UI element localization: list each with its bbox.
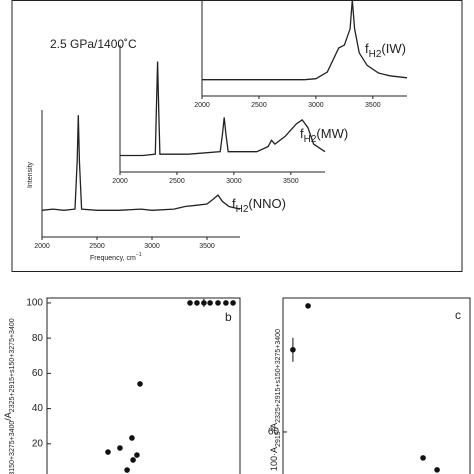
x-tick-label: 3500 xyxy=(199,243,215,250)
panel-frame xyxy=(11,0,463,272)
point xyxy=(130,457,136,463)
x-tick-label: 2500 xyxy=(169,178,185,185)
label-f: f xyxy=(232,196,236,211)
y-tick-label: 20 xyxy=(32,438,44,449)
label-text: /A xyxy=(269,423,279,432)
point xyxy=(290,346,296,353)
point xyxy=(194,300,200,306)
panel-title: 2.5 GPa/1400˚C xyxy=(50,37,137,51)
x-tick-label: 3000 xyxy=(226,178,242,185)
point xyxy=(215,300,221,306)
plot-frame-b xyxy=(46,297,241,474)
x-tick-label: 2000 xyxy=(194,102,210,109)
label-suffix: (MW) xyxy=(316,126,348,141)
point xyxy=(201,300,207,306)
x-label-sup: −1 xyxy=(136,252,142,258)
x-tick-label: 2000 xyxy=(112,178,128,185)
x-label-text: Frequency, cm xyxy=(90,255,136,262)
point xyxy=(187,300,193,306)
label-suffix: (IW) xyxy=(381,41,406,56)
y-tick-label: 80 xyxy=(32,333,44,344)
panel-letter: b xyxy=(225,310,232,324)
point xyxy=(223,300,229,306)
y-tick-label: 60 xyxy=(32,368,44,379)
label-sub: 2325+2915+s150+3275+3400 xyxy=(275,329,282,423)
x-tick-label: 3000 xyxy=(308,102,324,109)
panel-letter: c xyxy=(455,308,461,322)
x-tick-label: 3000 xyxy=(144,243,160,250)
point xyxy=(105,449,111,455)
point xyxy=(434,467,440,473)
label-sub: H2 xyxy=(369,49,382,60)
y-tick-label: 40 xyxy=(32,403,44,414)
point xyxy=(134,452,140,458)
y-axis-label: 100·A2915/A2325+2915+s150+3275+3400 xyxy=(269,329,281,471)
label-suffix: (NNO) xyxy=(248,196,286,211)
x-axis-label: Frequency, cm−1 xyxy=(90,252,142,262)
label-text: /A xyxy=(3,412,13,421)
point xyxy=(129,435,135,441)
y-tick-label: 60 xyxy=(268,427,280,438)
label-f: f xyxy=(300,126,304,141)
x-tick-label: 3500 xyxy=(365,102,381,109)
label-sub: 2915 xyxy=(275,431,282,447)
spectrum xyxy=(202,0,408,81)
label-f: f xyxy=(365,41,369,56)
x-tick-label: 3500 xyxy=(283,178,299,185)
point xyxy=(230,300,236,306)
x-tick-label: 2000 xyxy=(34,243,50,250)
y-axis-label: A3150+3275+3400/A2325+2915+s150+3275+340… xyxy=(3,318,15,474)
y-axis-label: Intensity xyxy=(27,161,34,188)
label-sub: H2 xyxy=(236,204,249,215)
label-text: 100·A xyxy=(269,447,279,471)
label-sub: 3150+3275+3400 xyxy=(9,421,16,474)
spectrum xyxy=(120,61,326,157)
x-tick-label: 2500 xyxy=(251,102,267,109)
y-tick-label: 100 xyxy=(26,298,43,309)
point xyxy=(137,381,143,387)
plot-frame-c xyxy=(282,297,471,474)
point xyxy=(207,300,213,306)
label-sub: H2 xyxy=(304,134,317,145)
x-tick-label: 2500 xyxy=(89,243,105,250)
axis xyxy=(119,45,325,173)
point xyxy=(124,467,130,473)
point xyxy=(305,303,311,309)
point xyxy=(117,445,123,451)
spectrum-label: fH2(MW) xyxy=(300,126,348,144)
spectrum xyxy=(41,115,241,211)
spectrum-label: fH2(IW) xyxy=(365,41,406,59)
point xyxy=(420,455,426,461)
spectrum-label: fH2(NNO) xyxy=(232,196,286,214)
axis xyxy=(41,110,240,238)
label-sub: 2325+2915+s150+3275+3400 xyxy=(9,318,16,412)
